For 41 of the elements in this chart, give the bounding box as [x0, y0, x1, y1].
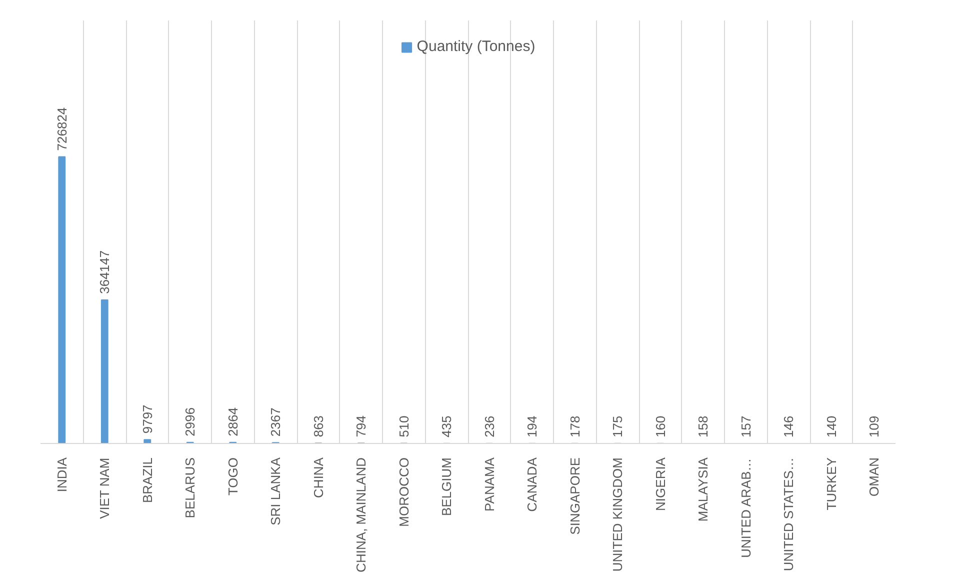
x-tick-label: NIGERIA [652, 457, 668, 511]
data-label: 194 [524, 416, 540, 438]
data-label: 510 [396, 416, 412, 438]
x-tick-label: MALAYSIA [696, 457, 711, 522]
data-label: 140 [824, 416, 839, 438]
x-tick-label: TURKEY [824, 457, 839, 510]
x-tick-label: UNITED KINGDOM [610, 457, 626, 572]
x-tick-label: TOGO [225, 457, 240, 496]
x-tick-label: PANAMA [482, 457, 497, 512]
legend-label: Quantity (Tonnes) [416, 38, 536, 55]
x-tick-label: CHINA, MAINLAND [354, 457, 369, 572]
data-label: 157 [738, 416, 754, 438]
data-label: 236 [482, 416, 497, 438]
x-tick-label: UNITED STATES… [781, 457, 796, 572]
x-tick-label: MOROCCO [396, 457, 412, 527]
data-label: 2996 [182, 407, 198, 436]
x-tick-label: BELGIUM [439, 457, 454, 516]
x-tick-label: SRI LANKA [268, 457, 284, 526]
data-label: 175 [610, 416, 626, 438]
x-tick-label: VIET NAM [97, 458, 112, 519]
data-label: 726824 [54, 107, 70, 151]
data-label: 109 [866, 416, 882, 438]
x-tick-label: INDIA [54, 457, 70, 492]
data-label: 435 [439, 416, 454, 438]
x-tick-label: UNITED ARAB… [738, 458, 754, 558]
data-label: 160 [652, 416, 668, 438]
data-label: 178 [567, 416, 582, 438]
x-tick-label: BELARUS [182, 457, 198, 518]
x-tick-label: CHINA [310, 457, 326, 498]
data-label: 146 [781, 416, 796, 438]
data-label: 158 [696, 416, 711, 438]
x-tick-label: BRAZIL [140, 457, 155, 504]
data-label: 2864 [225, 407, 240, 436]
data-label: 9797 [140, 404, 155, 434]
data-label: 794 [354, 415, 369, 438]
data-label: 863 [310, 415, 326, 438]
x-tick-label: OMAN [866, 458, 882, 496]
x-tick-label: CANADA [524, 457, 540, 512]
data-label: 2367 [268, 408, 284, 437]
data-label: 364147 [97, 250, 112, 294]
x-tick-label: SINGAPORE [567, 457, 582, 535]
